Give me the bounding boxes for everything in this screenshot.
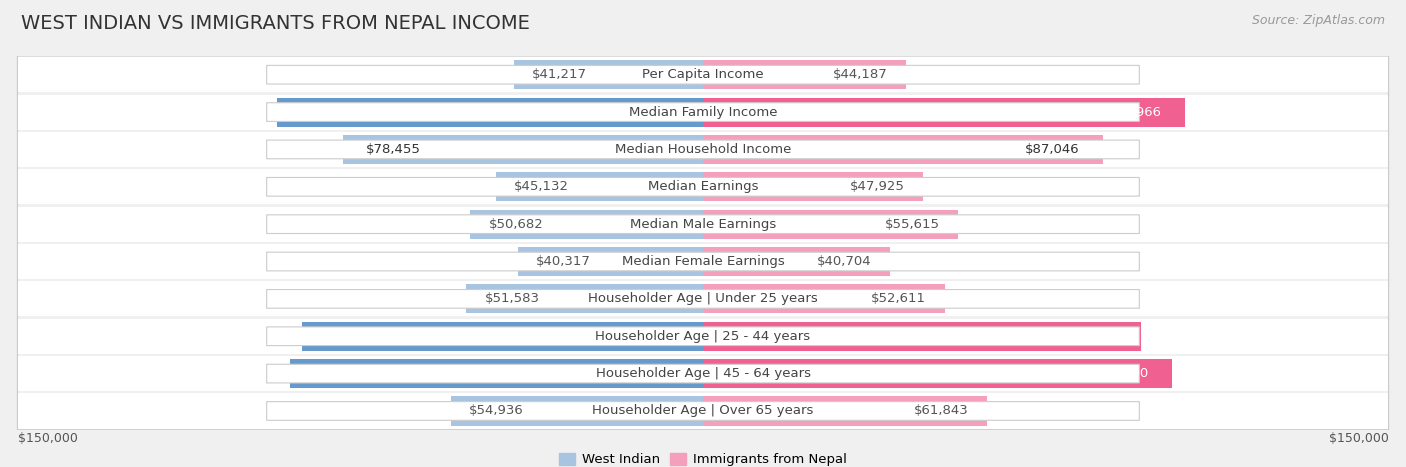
Bar bbox=[343, 135, 703, 164]
FancyBboxPatch shape bbox=[17, 281, 1389, 317]
FancyBboxPatch shape bbox=[267, 402, 1139, 420]
Text: $40,704: $40,704 bbox=[817, 255, 872, 268]
FancyBboxPatch shape bbox=[17, 318, 1389, 354]
Bar bbox=[517, 247, 703, 276]
Bar bbox=[703, 172, 924, 201]
Text: $104,966: $104,966 bbox=[1099, 106, 1163, 119]
FancyBboxPatch shape bbox=[267, 65, 1139, 84]
Text: Householder Age | 25 - 44 years: Householder Age | 25 - 44 years bbox=[595, 330, 811, 343]
Bar bbox=[277, 98, 703, 127]
Text: $150,000: $150,000 bbox=[17, 432, 77, 445]
Text: $52,611: $52,611 bbox=[872, 292, 927, 305]
FancyBboxPatch shape bbox=[17, 169, 1389, 205]
FancyBboxPatch shape bbox=[17, 356, 1389, 391]
Text: Source: ZipAtlas.com: Source: ZipAtlas.com bbox=[1251, 14, 1385, 27]
Bar bbox=[470, 210, 703, 239]
Text: Householder Age | 45 - 64 years: Householder Age | 45 - 64 years bbox=[596, 367, 810, 380]
FancyBboxPatch shape bbox=[267, 140, 1139, 159]
Legend: West Indian, Immigrants from Nepal: West Indian, Immigrants from Nepal bbox=[554, 448, 852, 467]
Bar bbox=[465, 284, 703, 313]
Text: $50,682: $50,682 bbox=[489, 218, 543, 231]
Text: Median Household Income: Median Household Income bbox=[614, 143, 792, 156]
FancyBboxPatch shape bbox=[267, 103, 1139, 121]
Bar bbox=[496, 172, 703, 201]
FancyBboxPatch shape bbox=[17, 94, 1389, 130]
Text: $45,132: $45,132 bbox=[515, 180, 569, 193]
FancyBboxPatch shape bbox=[267, 252, 1139, 271]
Text: $55,615: $55,615 bbox=[884, 218, 941, 231]
Text: Householder Age | Over 65 years: Householder Age | Over 65 years bbox=[592, 404, 814, 417]
FancyBboxPatch shape bbox=[267, 177, 1139, 196]
Text: $95,322: $95,322 bbox=[1063, 330, 1118, 343]
Text: Median Female Earnings: Median Female Earnings bbox=[621, 255, 785, 268]
Text: $92,765: $92,765 bbox=[299, 106, 354, 119]
Text: $78,455: $78,455 bbox=[366, 143, 420, 156]
Text: $41,217: $41,217 bbox=[531, 68, 588, 81]
Text: Median Family Income: Median Family Income bbox=[628, 106, 778, 119]
FancyBboxPatch shape bbox=[17, 393, 1389, 429]
FancyBboxPatch shape bbox=[17, 206, 1389, 242]
Bar bbox=[703, 359, 1173, 388]
Text: $40,317: $40,317 bbox=[536, 255, 591, 268]
Bar bbox=[302, 322, 703, 351]
Bar bbox=[703, 135, 1102, 164]
FancyBboxPatch shape bbox=[267, 290, 1139, 308]
Text: $87,046: $87,046 bbox=[1025, 143, 1080, 156]
FancyBboxPatch shape bbox=[267, 327, 1139, 346]
Bar bbox=[703, 247, 890, 276]
Text: Median Earnings: Median Earnings bbox=[648, 180, 758, 193]
Text: $54,936: $54,936 bbox=[470, 404, 524, 417]
Text: $87,205: $87,205 bbox=[325, 330, 380, 343]
FancyBboxPatch shape bbox=[17, 56, 1389, 430]
Text: Median Male Earnings: Median Male Earnings bbox=[630, 218, 776, 231]
Bar bbox=[703, 60, 905, 89]
Text: $44,187: $44,187 bbox=[832, 68, 887, 81]
FancyBboxPatch shape bbox=[267, 364, 1139, 383]
Text: $102,190: $102,190 bbox=[1087, 367, 1149, 380]
Text: $89,906: $89,906 bbox=[314, 367, 367, 380]
Text: $61,843: $61,843 bbox=[914, 404, 969, 417]
FancyBboxPatch shape bbox=[17, 244, 1389, 279]
FancyBboxPatch shape bbox=[267, 215, 1139, 234]
Text: WEST INDIAN VS IMMIGRANTS FROM NEPAL INCOME: WEST INDIAN VS IMMIGRANTS FROM NEPAL INC… bbox=[21, 14, 530, 33]
Bar bbox=[513, 60, 703, 89]
Text: $47,925: $47,925 bbox=[849, 180, 904, 193]
Bar bbox=[290, 359, 703, 388]
Bar bbox=[703, 210, 959, 239]
Bar bbox=[703, 284, 945, 313]
Text: $150,000: $150,000 bbox=[1329, 432, 1389, 445]
Text: $51,583: $51,583 bbox=[485, 292, 540, 305]
Bar bbox=[451, 396, 703, 425]
Bar bbox=[703, 98, 1185, 127]
Text: Householder Age | Under 25 years: Householder Age | Under 25 years bbox=[588, 292, 818, 305]
FancyBboxPatch shape bbox=[17, 132, 1389, 167]
Text: Per Capita Income: Per Capita Income bbox=[643, 68, 763, 81]
FancyBboxPatch shape bbox=[17, 57, 1389, 92]
Bar bbox=[703, 396, 987, 425]
Bar bbox=[703, 322, 1140, 351]
